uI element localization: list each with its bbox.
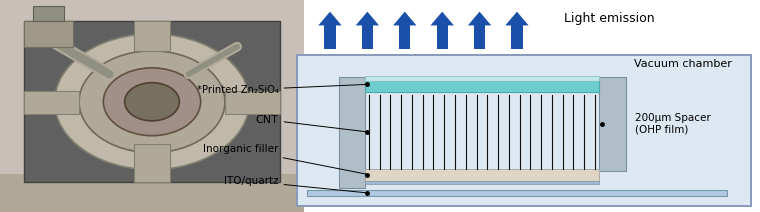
Bar xyxy=(365,76,599,81)
Bar xyxy=(339,77,365,188)
Bar xyxy=(33,6,64,21)
Circle shape xyxy=(103,68,201,136)
Polygon shape xyxy=(393,12,416,25)
Text: Vacuum chamber: Vacuum chamber xyxy=(634,59,732,69)
Bar xyxy=(511,25,523,49)
Polygon shape xyxy=(430,12,454,25)
Bar xyxy=(365,81,599,92)
Bar xyxy=(24,21,280,182)
Polygon shape xyxy=(505,12,529,25)
Text: Inorganic filler: Inorganic filler xyxy=(203,144,367,174)
Text: *Printed Zn₂SiO₄: *Printed Zn₂SiO₄ xyxy=(197,84,367,95)
Text: CNT: CNT xyxy=(255,115,367,132)
Bar xyxy=(297,55,751,206)
Bar xyxy=(24,91,79,114)
Bar xyxy=(306,190,727,196)
Bar xyxy=(297,55,751,206)
Bar xyxy=(134,144,170,182)
Bar xyxy=(474,25,485,49)
Bar xyxy=(365,181,599,184)
Bar xyxy=(599,77,625,171)
Bar xyxy=(362,25,373,49)
Bar xyxy=(24,21,73,47)
Text: Light emission: Light emission xyxy=(564,12,654,25)
Bar xyxy=(436,25,448,49)
Bar xyxy=(365,169,599,181)
Polygon shape xyxy=(356,12,379,25)
Text: 200μm Spacer
(OHP film): 200μm Spacer (OHP film) xyxy=(635,113,711,135)
Polygon shape xyxy=(318,12,342,25)
Bar xyxy=(225,91,280,114)
Bar xyxy=(325,25,336,49)
Text: ITO/quartz: ITO/quartz xyxy=(224,176,367,193)
Bar xyxy=(0,174,304,212)
Circle shape xyxy=(55,34,249,170)
Bar xyxy=(134,21,170,51)
Circle shape xyxy=(79,51,225,153)
Polygon shape xyxy=(468,12,491,25)
Circle shape xyxy=(125,83,179,121)
Bar xyxy=(399,25,410,49)
